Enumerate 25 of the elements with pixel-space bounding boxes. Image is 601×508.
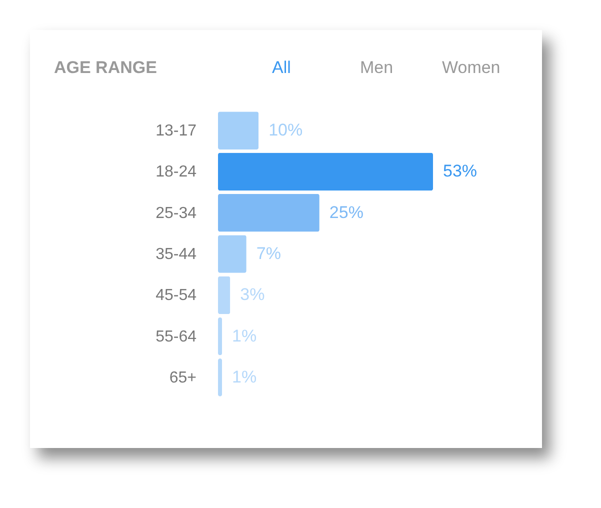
data-label: 7% <box>256 244 281 263</box>
chart-title: AGE RANGE <box>54 58 157 78</box>
text: Women <box>442 58 500 78</box>
bar <box>218 276 230 314</box>
data-label: 1% <box>232 367 257 386</box>
bar <box>218 194 320 232</box>
data-label: 3% <box>240 285 265 304</box>
y-tick-label: 18-24 <box>156 164 197 181</box>
data-label: 53% <box>443 162 478 181</box>
bar <box>218 358 222 396</box>
bar <box>218 317 222 356</box>
y-tick-label: 45-54 <box>156 287 197 304</box>
y-tick-label: 35-44 <box>156 246 197 263</box>
data-label: 1% <box>232 326 257 346</box>
y-tick-label: 55-64 <box>156 328 197 346</box>
text: Men <box>360 58 394 78</box>
data-label: 25% <box>329 202 364 222</box>
text: All <box>272 58 291 78</box>
bar <box>218 112 259 150</box>
bar <box>218 235 246 273</box>
bar <box>218 152 433 191</box>
y-tick-label: 25-34 <box>156 204 197 222</box>
y-tick-label: 13-17 <box>156 122 197 140</box>
y-tick-label: 65+ <box>169 369 196 386</box>
data-label: 10% <box>268 120 303 140</box>
